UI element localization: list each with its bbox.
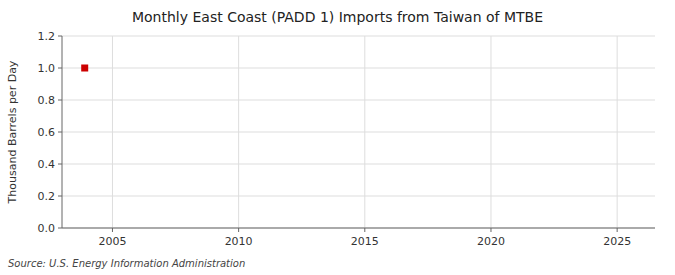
y-grid-line: [62, 196, 655, 197]
y-tick-label: 1.2: [38, 30, 56, 43]
x-tick: [238, 228, 239, 232]
x-grid-line: [112, 36, 113, 228]
y-tick: [58, 36, 62, 37]
point: [81, 65, 88, 72]
y-tick: [58, 68, 62, 69]
chart-svg: 0.0 0.2 0.4 0.6 0.8 1.0 1.2 2005 2010 2015 2020 202…: [0, 0, 675, 275]
title: Monthly East Coast (PADD 1) Imports from…: [132, 9, 543, 25]
y-axis-label: Thousand Barrels per Day: [6, 60, 19, 204]
x-tick: [364, 228, 365, 232]
x-tick-label: 2020: [477, 235, 505, 248]
grid: [62, 36, 655, 228]
x-tick: [112, 228, 113, 232]
x-tick-label: 2015: [351, 235, 379, 248]
x-axis-line: [62, 228, 655, 229]
y-tick-label: 0.8: [38, 94, 56, 107]
data-points: [81, 65, 88, 72]
y-grid-line: [62, 228, 655, 229]
y-grid-line: [62, 68, 655, 69]
y-tick-label: 0.2: [38, 190, 56, 203]
background: [0, 0, 675, 275]
x-grid-line: [364, 36, 365, 228]
y-tick: [58, 228, 62, 229]
x-tick-label: 2010: [225, 235, 253, 248]
y-grid-line: [62, 164, 655, 165]
y-tick-label: 0.6: [38, 126, 56, 139]
y-tick-label: 0.0: [38, 222, 56, 235]
x-grid-line: [238, 36, 239, 228]
y-tick-label: 1.0: [38, 62, 56, 75]
y-tick: [58, 196, 62, 197]
source-note: Source: U.S. Energy Information Administ…: [8, 258, 245, 269]
x-grid-line: [617, 36, 618, 228]
y-grid-line: [62, 36, 655, 37]
y-grid-line: [62, 100, 655, 101]
y-tick: [58, 164, 62, 165]
x-tick-label: 2005: [98, 235, 126, 248]
chart-container: 0.0 0.2 0.4 0.6 0.8 1.0 1.2 2005 2010 2015 2020 202…: [0, 0, 675, 275]
y-tick: [58, 100, 62, 101]
y-grid-line: [62, 132, 655, 133]
x-tick: [617, 228, 618, 232]
y-tick: [58, 132, 62, 133]
x-grid-line: [490, 36, 491, 228]
x-tick: [490, 228, 491, 232]
y-tick-label: 0.4: [38, 158, 56, 171]
x-tick-label: 2025: [603, 235, 631, 248]
